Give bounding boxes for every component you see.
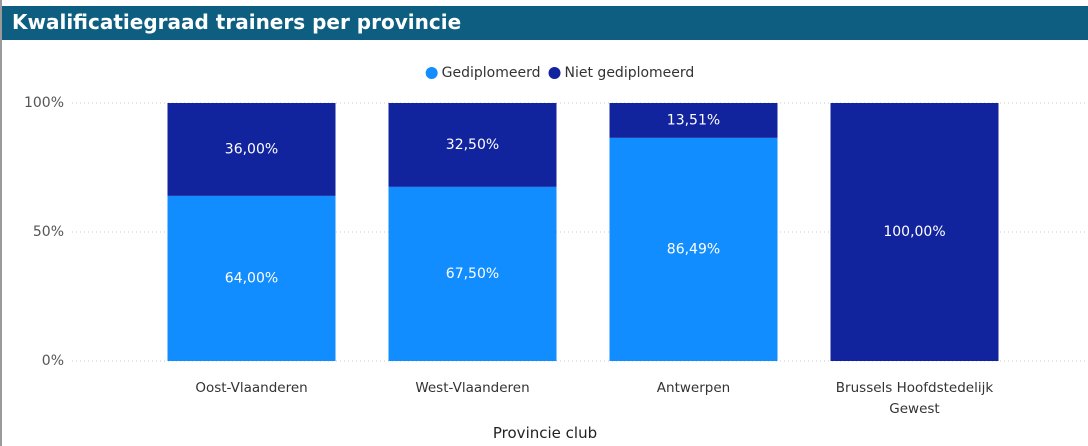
legend-marker xyxy=(425,67,438,79)
header: Kwalificatiegraad trainers per provincie xyxy=(2,6,1088,40)
x-tick-label: Brussels Hoofdstedelijk Gewest xyxy=(835,380,994,417)
y-tick-label: 0% xyxy=(42,353,64,369)
data-label: 67,50% xyxy=(446,266,499,282)
x-tick-label: Antwerpen xyxy=(656,380,731,396)
legend-label: Niet gediplomeerd xyxy=(565,65,695,81)
data-label: 100,00% xyxy=(883,224,945,240)
bar-segment xyxy=(388,186,557,361)
data-label: 36,00% xyxy=(225,141,278,157)
data-label: 86,49% xyxy=(667,241,720,257)
data-label: 13,51% xyxy=(667,112,720,128)
bar-segment xyxy=(609,137,778,361)
data-label: 64,00% xyxy=(225,270,278,286)
x-tick-label: West-Vlaanderen xyxy=(415,380,530,396)
x-axis-title: Provincie club xyxy=(492,424,598,442)
y-tick-label: 100% xyxy=(24,95,64,111)
data-label: 32,50% xyxy=(446,137,499,153)
bar-segment xyxy=(609,103,778,138)
legend-label: Gediplomeerd xyxy=(442,65,541,81)
bar-segment xyxy=(167,195,336,361)
y-tick-label: 50% xyxy=(33,224,64,240)
chart-title: Kwalificatiegraad trainers per provincie xyxy=(12,10,462,34)
bar-segment xyxy=(167,103,336,196)
legend-marker xyxy=(548,67,561,79)
bar-segment xyxy=(830,103,999,361)
bar-segment xyxy=(388,103,557,187)
x-tick-label: Oost-Vlaanderen xyxy=(195,380,308,396)
